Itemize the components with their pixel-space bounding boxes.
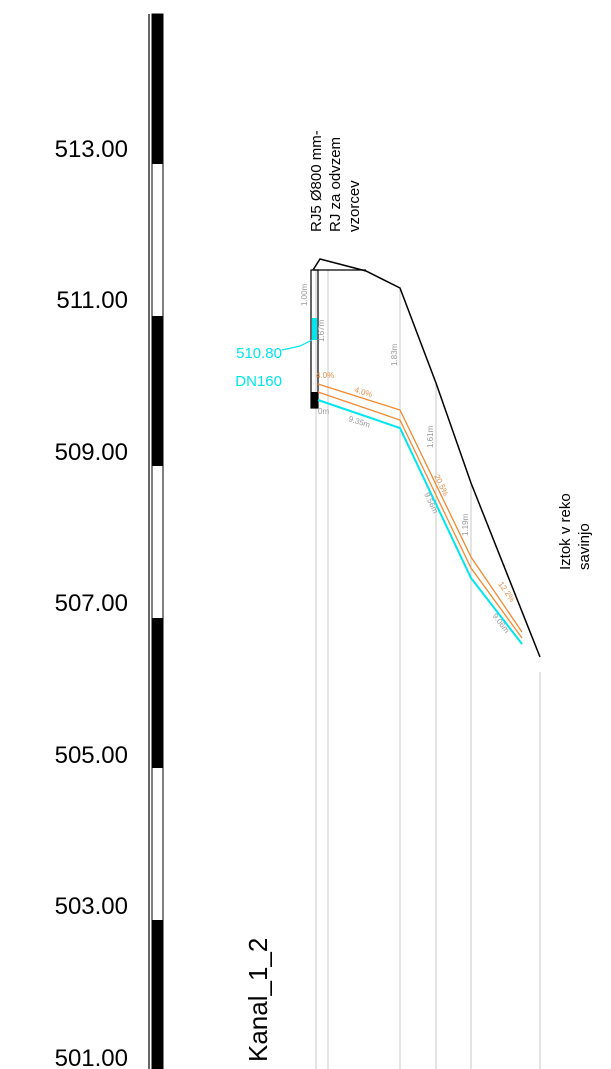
terrain-line <box>312 258 541 658</box>
length-label: 0m <box>318 407 329 416</box>
station-lines <box>315 270 541 1069</box>
manhole-label-line: RJ5 Ø800 mm- <box>308 130 325 232</box>
connection-leader <box>281 339 313 351</box>
outlet-label-line: Iztok v reko <box>557 493 574 570</box>
outlet-label: Iztok v reko savinjo <box>557 493 593 570</box>
elevation-ruler <box>148 13 164 1069</box>
manhole-label-line: RJ za odvzem <box>327 137 344 232</box>
profile-name: Kanal_1_2 <box>243 938 273 1062</box>
depth-label: 1.61m <box>426 425 435 448</box>
ruler-band <box>152 316 163 466</box>
outlet-label-line: savinjo <box>576 523 593 570</box>
elevation-label: 503.00 <box>55 893 128 920</box>
pipe-inner-line <box>317 391 523 639</box>
depth-label: 1.00m <box>300 283 309 306</box>
elevation-label: 513.00 <box>55 136 128 163</box>
length-label: 9.06m <box>490 612 511 635</box>
slope-label: 4.0% <box>316 371 334 380</box>
depth-label: 1.67m <box>317 319 326 342</box>
elevation-label: 507.00 <box>55 590 128 617</box>
slope-label: 4.0% <box>353 385 373 399</box>
connection-elevation: 510.80 <box>236 345 282 362</box>
ruler-band <box>152 14 163 164</box>
elevation-label: 511.00 <box>56 287 128 314</box>
pipe-top-line <box>317 383 523 633</box>
ruler-band <box>152 920 163 1069</box>
connection-pipe-size: DN160 <box>235 373 282 390</box>
manhole-label: RJ5 Ø800 mm- RJ za odvzem vzorcev <box>308 130 363 232</box>
pipe-invert-line <box>317 399 523 645</box>
elevation-labels: 513.00 511.00 509.00 507.00 505.00 503.0… <box>55 136 128 1069</box>
ruler-band <box>152 618 163 768</box>
depth-label: 1.83m <box>390 343 399 366</box>
ruler-bar <box>151 13 164 1069</box>
elevation-label: 509.00 <box>55 439 128 466</box>
manhole-bottom <box>311 392 318 408</box>
elevation-label: 501.00 <box>55 1045 128 1069</box>
manhole-label-line: vzorcev <box>346 180 363 232</box>
depth-label: 1.19m <box>461 513 470 536</box>
length-label: 9.56m <box>422 491 440 515</box>
elevation-label: 505.00 <box>55 742 128 769</box>
connection-pipe-marker <box>312 318 317 340</box>
